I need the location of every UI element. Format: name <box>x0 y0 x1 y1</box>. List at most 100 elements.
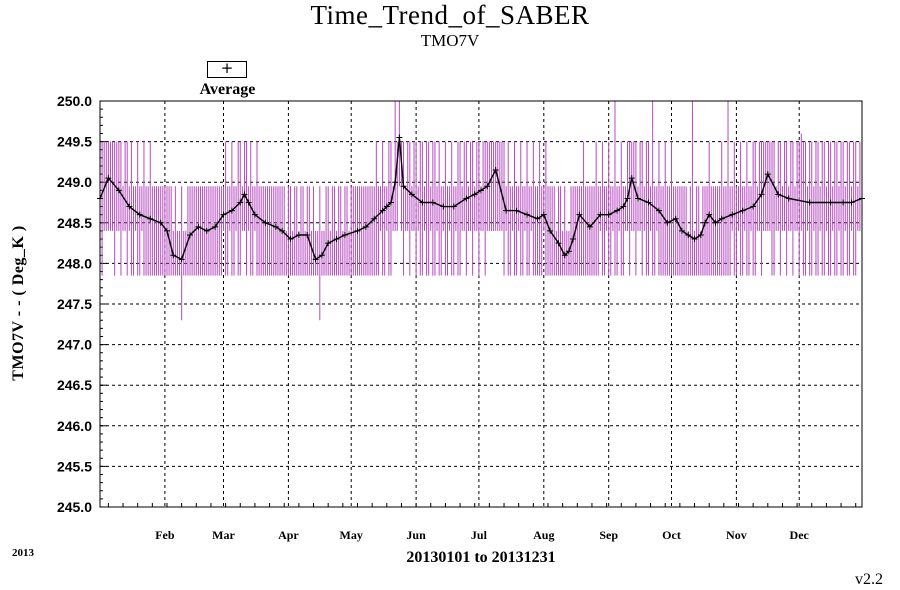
average-point <box>371 215 378 222</box>
average-point <box>440 203 447 210</box>
x-tick-label: Jul <box>471 528 488 542</box>
average-point <box>775 191 782 198</box>
average-point <box>287 236 294 243</box>
x-tick-label: Apr <box>278 528 299 542</box>
average-point <box>400 183 407 190</box>
version-label: v2.2 <box>855 571 883 588</box>
legend-marker-box: + <box>207 59 247 78</box>
y-tick-label: 249.0 <box>57 174 92 190</box>
average-point <box>170 252 177 259</box>
average-point <box>503 207 510 214</box>
x-tick-label: Sep <box>599 528 618 542</box>
average-point <box>534 215 541 222</box>
average-point <box>387 199 394 206</box>
average-point <box>605 211 612 218</box>
average-point <box>163 227 170 234</box>
average-point <box>628 175 635 182</box>
average-point <box>758 191 765 198</box>
average-point <box>157 219 164 226</box>
average-point <box>379 207 386 214</box>
average-point <box>806 199 813 206</box>
average-point <box>325 240 332 247</box>
average-point <box>597 211 604 218</box>
average-point <box>706 211 713 218</box>
plot-frame <box>99 100 863 508</box>
average-point <box>645 199 652 206</box>
average-point <box>827 199 834 206</box>
average-point <box>304 231 311 238</box>
average-point <box>295 231 302 238</box>
average-point <box>362 223 369 230</box>
average-point <box>565 248 572 255</box>
average-point <box>655 207 662 214</box>
average-point <box>195 223 202 230</box>
average-point <box>576 211 583 218</box>
average-point <box>561 252 568 259</box>
average-point <box>620 203 627 210</box>
average-point <box>547 227 554 234</box>
average-point <box>664 219 671 226</box>
average-point <box>672 215 679 222</box>
average-point <box>312 256 319 263</box>
x-axis-label: 20130101 to 20131231 <box>406 549 556 566</box>
average-point <box>555 240 562 247</box>
chart-subtitle: TMO7V <box>420 31 480 50</box>
average-point <box>750 203 757 210</box>
average-point <box>408 191 415 198</box>
average-point <box>586 223 593 230</box>
x-tick-label: Aug <box>533 528 554 542</box>
x-tick-label: Oct <box>662 528 681 542</box>
x-tick-label: Feb <box>155 528 175 542</box>
legend-label: Average <box>199 81 256 98</box>
average-point <box>333 236 340 243</box>
average-point <box>848 199 855 206</box>
average-point <box>463 195 470 202</box>
average-point <box>147 215 154 222</box>
average-point <box>115 187 122 194</box>
year-label: 2013 <box>12 547 34 559</box>
y-tick-label: 247.0 <box>57 337 92 353</box>
y-tick-label: 246.0 <box>57 418 92 434</box>
y-tick-label: 248.5 <box>57 215 92 231</box>
average-point <box>478 187 484 194</box>
average-point <box>105 175 112 182</box>
average-point <box>785 195 792 202</box>
average-point <box>678 227 685 234</box>
average-point <box>419 199 426 206</box>
y-tick-label: 250.0 <box>57 93 92 109</box>
average-point <box>187 231 194 238</box>
y-tick-label: 245.0 <box>57 499 92 515</box>
chart-title: Time_Trend_of_SABER <box>310 0 590 30</box>
average-point <box>712 219 719 226</box>
average-point <box>718 215 725 222</box>
average-point <box>212 223 219 230</box>
average-point <box>624 195 631 202</box>
y-tick-label: 246.5 <box>57 377 92 393</box>
average-point <box>396 134 403 141</box>
average-point <box>279 227 286 234</box>
legend-plus-icon: + <box>220 59 234 77</box>
average-point <box>251 211 258 218</box>
average-point <box>691 236 698 243</box>
average-point <box>540 211 547 218</box>
average-point <box>840 199 847 206</box>
average-point <box>178 256 185 263</box>
average-point <box>739 207 746 214</box>
x-tick-label: May <box>340 528 363 542</box>
average-point <box>203 227 210 234</box>
average-point <box>701 219 708 226</box>
average-point <box>241 191 248 198</box>
average-point <box>429 199 436 206</box>
average-point <box>635 195 642 202</box>
y-tick-label: 247.5 <box>57 296 92 312</box>
x-tick-label: Dec <box>790 528 810 542</box>
average-point <box>685 231 692 238</box>
average-point <box>570 236 577 243</box>
average-point <box>262 219 269 226</box>
average-point <box>513 207 520 214</box>
y-tick-label: 249.5 <box>57 134 92 150</box>
average-point <box>272 223 279 230</box>
x-tick-label: Jun <box>406 528 426 542</box>
average-point <box>697 231 704 238</box>
